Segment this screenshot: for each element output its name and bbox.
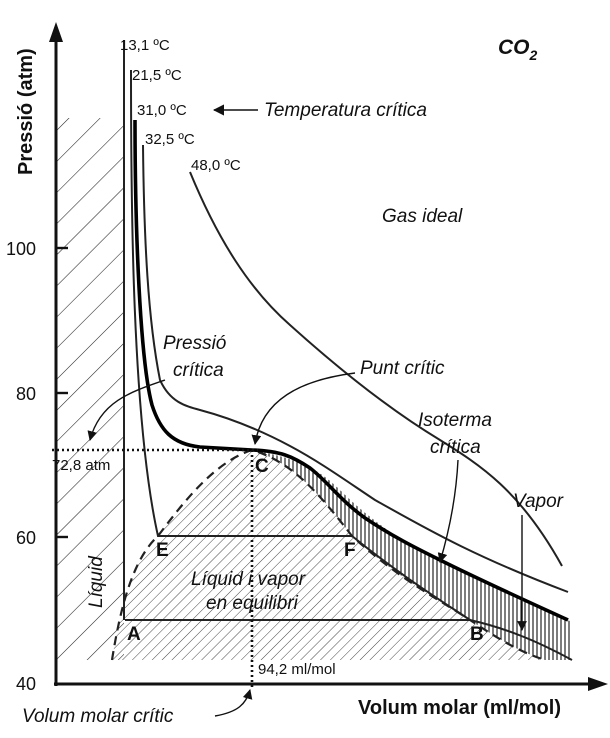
gas-ideal-label: Gas ideal (382, 206, 463, 227)
point-b: B (470, 624, 484, 645)
isotherm-21-5 (130, 69, 573, 661)
critical-volume-value: 94,2 ml/mol (258, 661, 336, 678)
point-f: F (344, 540, 356, 561)
isoterma-critica-label-1: Isoterma (418, 410, 492, 431)
y-axis-arrow (49, 22, 63, 42)
liquid-label: Líquid (86, 555, 107, 608)
point-e: E (156, 540, 169, 561)
punt-critic-label: Punt crític (360, 358, 445, 379)
chart-title: CO2 (498, 36, 538, 63)
isotherm-label-32-5: 32,5 ºC (145, 131, 195, 148)
isotherm-32-5 (142, 144, 569, 593)
critical-pressure-value: 72,8 atm (52, 457, 110, 474)
vapor-label: Vapor (513, 491, 564, 512)
isoterma-critica-arrow (437, 459, 459, 563)
isotherm-label-48-0: 48,0 ºC (191, 157, 241, 174)
isoterma-critica-label-2: crítica (430, 437, 481, 458)
liquid-vapor-label-1: Líquid i vapor (191, 569, 306, 590)
punt-critic-arrow (251, 372, 356, 445)
y-tick-40: 40 (16, 674, 36, 694)
liquid-region (56, 118, 124, 660)
isotherm-label-31-0: 31,0 ºC (137, 102, 187, 119)
isotherm-label-21-5: 21,5 ºC (132, 67, 182, 84)
volum-molar-critic-arrow (214, 689, 253, 717)
liquid-vapor-label-2: en equilibri (206, 593, 299, 614)
isotherm-label-13-1: 13,1 ºC (120, 37, 170, 54)
y-tick-80: 80 (16, 384, 36, 404)
isotherm-48-0 (189, 171, 563, 567)
point-a: A (127, 624, 141, 645)
y-ticks (56, 246, 68, 539)
pressio-critica-label-2: crítica (173, 360, 224, 381)
pressio-critica-label-1: Pressió (163, 333, 227, 354)
y-axis-title: Pressió (atm) (15, 48, 37, 175)
pressio-critica-arrow (87, 379, 166, 441)
x-axis-title: Volum molar (ml/mol) (358, 697, 561, 719)
volum-molar-critic-label: Volum molar crític (22, 706, 174, 727)
two-phase-dome-fill (112, 450, 545, 660)
point-c: C (255, 456, 269, 477)
y-tick-100: 100 (6, 239, 36, 259)
vapor-region-fill (252, 450, 572, 660)
temperatura-critica-label: Temperatura crítica (264, 100, 427, 121)
x-axis-arrow (588, 677, 608, 691)
y-tick-60: 60 (16, 528, 36, 548)
